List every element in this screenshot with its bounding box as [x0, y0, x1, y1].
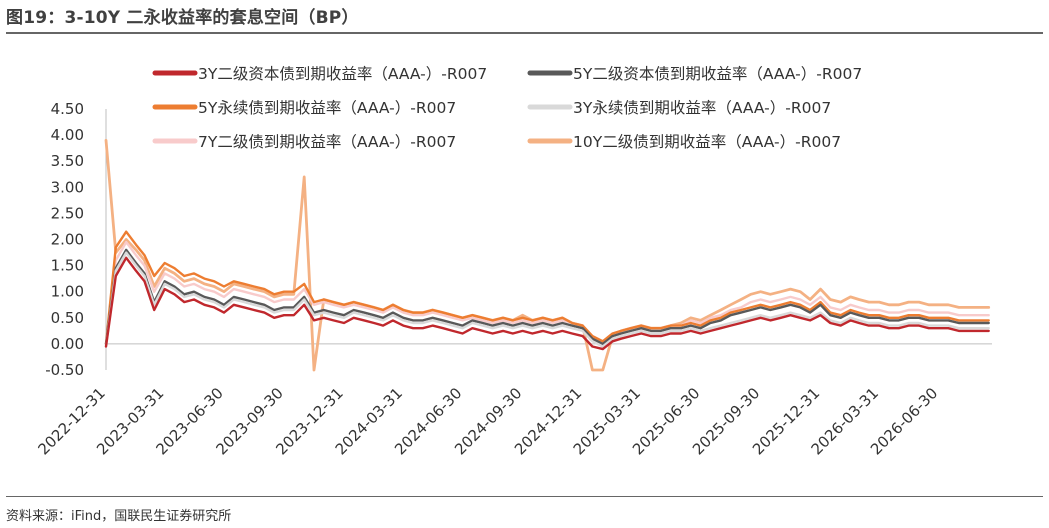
y-axis: -0.50 0.00 0.50 1.00 1.50 2.00 2.50 3.00 3.50 4.0… — [45, 100, 107, 379]
top-rule — [6, 32, 1043, 34]
y-tick-label: 2.00 — [51, 231, 84, 249]
x-axis: 2022-12-312023-03-312023-06-302023-09-30… — [34, 343, 992, 458]
y-tick-label: 0.00 — [51, 335, 84, 353]
legend-label: 5Y永续债到期收益率（AAA-）-R007 — [198, 99, 456, 117]
source-note: 资料来源：iFind，国联民生证券研究所 — [6, 509, 232, 524]
legend-label: 7Y二级债到期收益率（AAA-）-R007 — [198, 133, 456, 151]
y-tick-label: 1.00 — [51, 283, 84, 301]
series-lines — [104, 138, 991, 372]
legend: 3Y二级资本债到期收益率（AAA-）-R007 5Y二级资本债到期收益率（AAA-… — [152, 65, 862, 151]
legend-label: 3Y永续债到期收益率（AAA-）-R007 — [573, 99, 831, 117]
legend-label: 10Y二级债到期收益率（AAA-）-R007 — [573, 133, 841, 151]
series-line — [104, 230, 990, 346]
series-line — [104, 248, 990, 346]
y-tick-label: 0.50 — [51, 309, 84, 327]
series-line — [104, 240, 990, 346]
bottom-rule — [6, 496, 1043, 497]
series-line — [104, 256, 990, 351]
legend-label: 5Y二级资本债到期收益率（AAA-）-R007 — [573, 65, 862, 83]
y-tick-label: -0.50 — [45, 361, 84, 379]
legend-label: 3Y二级资本债到期收益率（AAA-）-R007 — [198, 65, 487, 83]
chart-title: 图19：3-10Y 二永收益率的套息空间（BP） — [6, 8, 359, 28]
y-tick-label: 3.50 — [51, 152, 84, 170]
series-line — [104, 251, 990, 348]
y-tick-label: 2.50 — [51, 204, 84, 222]
series-line — [104, 138, 991, 372]
y-tick-label: 4.00 — [51, 126, 84, 144]
y-tick-label: 4.50 — [51, 100, 84, 118]
y-tick-label: 1.50 — [51, 257, 84, 275]
y-tick-label: 3.00 — [51, 178, 84, 196]
